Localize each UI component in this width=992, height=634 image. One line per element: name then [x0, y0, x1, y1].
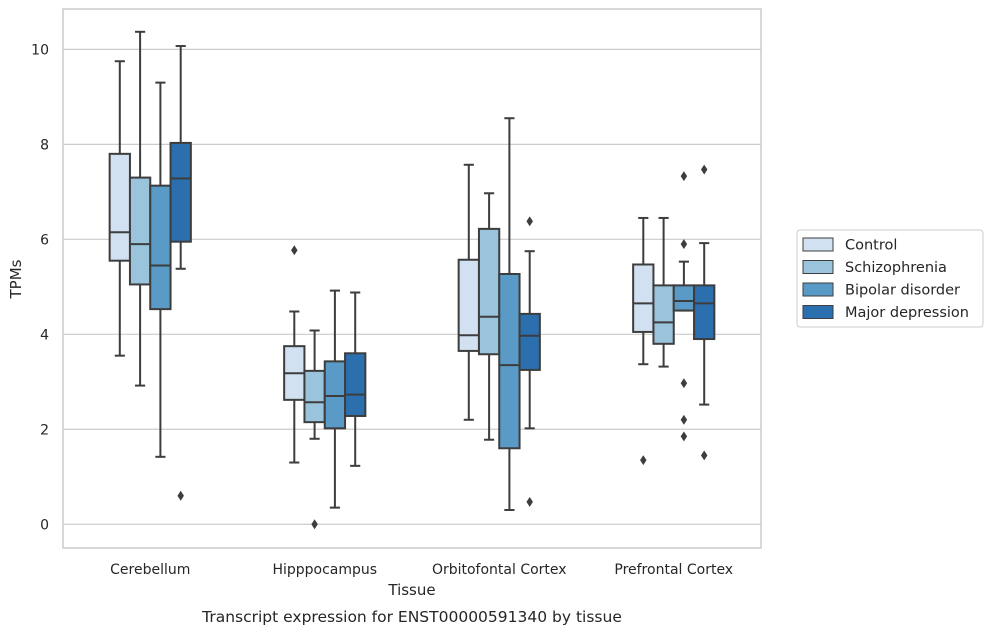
outlier-point — [680, 414, 688, 425]
outlier-point — [680, 378, 688, 389]
outlier-point — [700, 164, 708, 175]
box-group — [169, 45, 192, 501]
legend-frame — [796, 229, 984, 328]
x-axis-title: Tissue — [387, 581, 435, 599]
y-axis-title: TPMs — [7, 259, 25, 299]
x-tick-label: Cerebellum — [110, 562, 190, 578]
box-group — [652, 216, 675, 368]
legend-label: Schizophrenia — [845, 260, 947, 276]
box — [477, 227, 501, 356]
outlier-point — [526, 496, 533, 507]
box-group — [303, 329, 326, 530]
box-group — [344, 291, 367, 467]
box — [108, 152, 131, 262]
box-group — [672, 171, 696, 442]
legend-swatch — [802, 237, 834, 252]
x-tick-labels: Cerebellum Hipppocampus Orbitofontal Corte… — [110, 562, 733, 578]
box-group — [518, 216, 541, 507]
box — [652, 284, 675, 345]
x-tick-label: Orbitofontal Cortex — [432, 562, 567, 578]
x-tick-label: Prefrontal Cortex — [614, 562, 733, 578]
outlier-point — [700, 450, 708, 461]
outlier-point — [177, 490, 184, 501]
y-tick-label: 4 — [40, 327, 49, 343]
legend-label: Control — [845, 238, 897, 254]
y-tick-label: 2 — [40, 422, 49, 438]
outlier-point — [680, 171, 688, 182]
box — [632, 263, 655, 333]
box — [457, 258, 480, 352]
outlier-point — [526, 216, 533, 227]
outlier-point — [291, 245, 298, 256]
y-tick-label: 8 — [40, 137, 49, 153]
y-tick-label: 0 — [40, 517, 49, 533]
legend-label: Bipolar disorder — [845, 283, 960, 299]
legend-swatch — [802, 260, 834, 274]
box — [498, 272, 521, 450]
box-group — [149, 81, 172, 458]
legend-label: Major depression — [845, 305, 969, 321]
y-tick-labels: 0 2 4 6 8 10 — [31, 42, 49, 533]
box — [149, 184, 172, 311]
x-tick-label: Hipppocampus — [272, 562, 377, 578]
box — [323, 360, 347, 430]
outlier-point — [680, 431, 688, 442]
outlier-point — [311, 519, 318, 530]
box — [693, 284, 716, 341]
box-group — [457, 163, 480, 421]
box — [518, 312, 541, 371]
box — [169, 141, 192, 243]
box — [128, 176, 152, 286]
box-group — [693, 164, 716, 461]
y-tick-label: 6 — [40, 232, 49, 248]
box — [303, 369, 326, 424]
outlier-point — [640, 455, 647, 466]
box — [672, 284, 696, 312]
legend-swatch — [802, 282, 834, 297]
legend-swatch — [802, 305, 834, 319]
chart-caption: Transcript expression for ENST0000059134… — [201, 608, 622, 626]
outlier-point — [680, 239, 688, 250]
y-tick-label: 10 — [31, 42, 49, 58]
box — [344, 352, 367, 417]
legend: Control Schizophrenia Bipolar disorder Majo… — [796, 229, 984, 328]
boxes — [108, 30, 716, 530]
